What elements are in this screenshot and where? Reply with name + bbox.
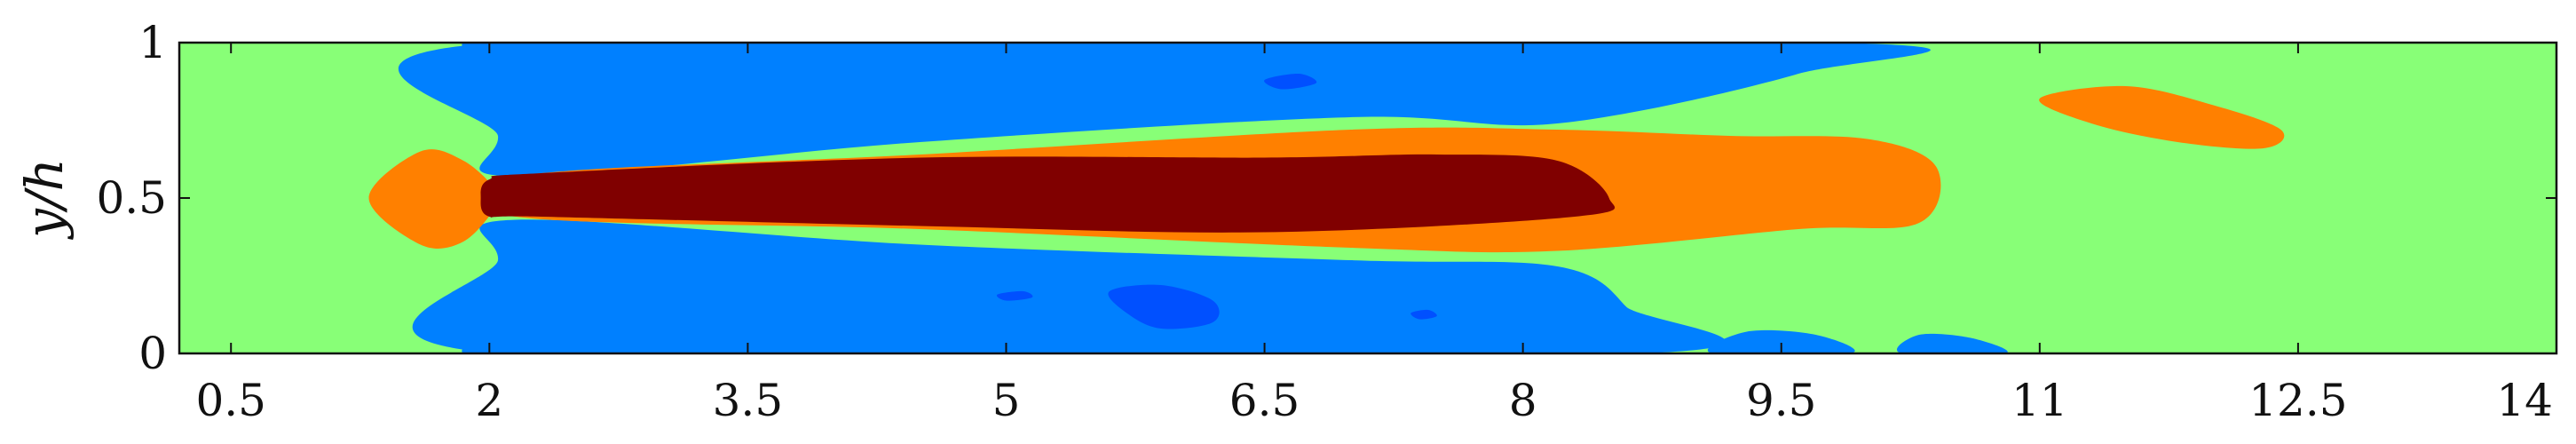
x-tick-label: 12.5 [2248, 375, 2347, 426]
contour-region-light-blue-0 [398, 43, 1931, 177]
contour-region-blue-9 [1410, 309, 1437, 320]
contour-region-light-blue-3 [462, 43, 509, 68]
contour-region-light-blue-2 [462, 328, 509, 353]
contour-region-blue-6 [1108, 284, 1220, 329]
x-tick-label: 8 [1509, 375, 1537, 426]
contour-regions [368, 43, 2285, 353]
x-axis: 0.5 2 3.5 5 6.5 8 9.5 11 12.5 14 [195, 43, 2557, 426]
y-axis: 00.51 [96, 17, 2556, 379]
contour-region-dark-red-13 [480, 154, 1616, 233]
y-axis-label: y/h [14, 158, 75, 241]
contour-region-light-blue-4 [1707, 329, 1855, 353]
x-tick-label: 5 [992, 375, 1021, 426]
x-tick-label: 14 [2496, 375, 2553, 426]
contour-region-blue-7 [1264, 73, 1317, 90]
contour-region-orange-12 [2039, 85, 2285, 149]
x-tick-label: 2 [475, 375, 503, 426]
contour-region-light-blue-5 [1896, 333, 2008, 353]
contour-region-orange-10 [368, 149, 502, 250]
x-tick-label: 9.5 [1746, 375, 1817, 426]
x-tick-label: 3.5 [713, 375, 784, 426]
contour-region-light-blue-1 [412, 219, 1727, 353]
y-tick-label: 0 [138, 328, 167, 379]
y-tick-label: 0.5 [96, 172, 167, 224]
y-tick-label: 1 [138, 17, 167, 68]
x-tick-label: 11 [2011, 375, 2068, 426]
x-tick-label: 6.5 [1229, 375, 1300, 426]
x-tick-label: 0.5 [195, 375, 266, 426]
contour-region-blue-8 [996, 290, 1033, 301]
